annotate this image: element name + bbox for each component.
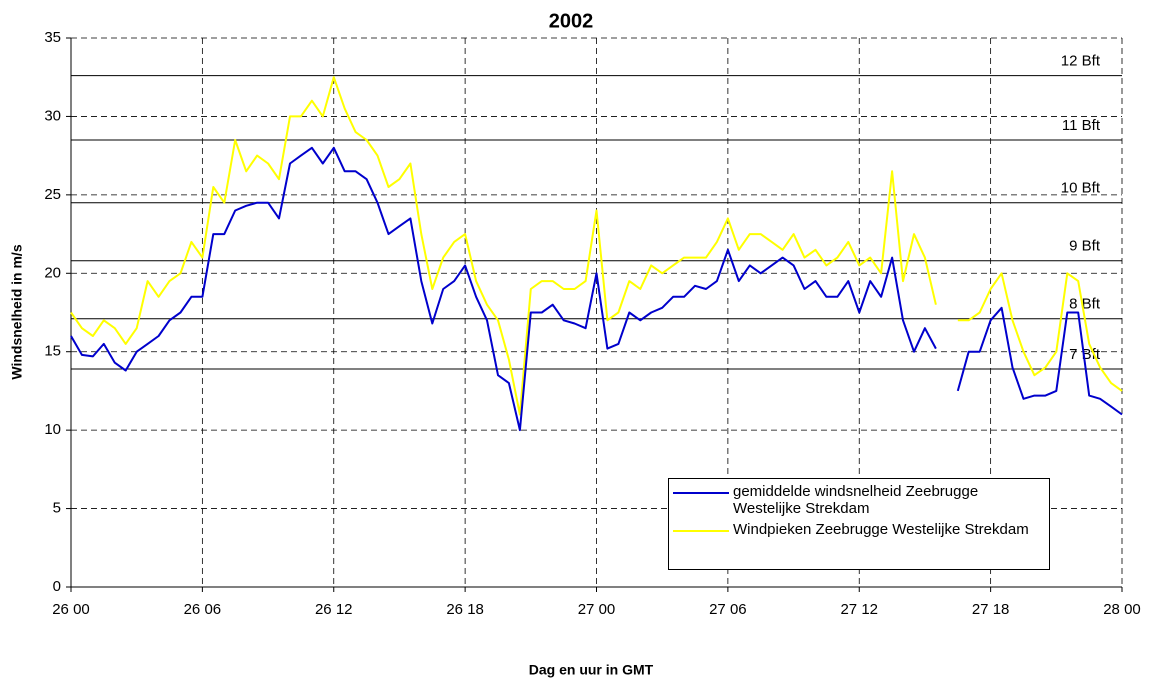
legend-item: gemiddelde windsnelheid Zeebrugge Westel… bbox=[673, 483, 1045, 517]
legend-swatch bbox=[673, 530, 729, 532]
legend-item: Windpieken Zeebrugge Westelijke Strekdam bbox=[673, 521, 1045, 538]
x-tick-label: 27 12 bbox=[840, 601, 878, 618]
y-tick-label: 15 bbox=[44, 343, 61, 360]
y-tick-label: 35 bbox=[44, 29, 61, 46]
x-tick-label: 27 06 bbox=[709, 601, 747, 618]
reference-label: 9 Bft bbox=[1069, 238, 1101, 255]
y-tick-label: 25 bbox=[44, 186, 61, 203]
legend-swatch bbox=[673, 492, 729, 494]
x-axis-title: Dag en uur in GMT bbox=[529, 662, 654, 678]
legend: gemiddelde windsnelheid Zeebrugge Westel… bbox=[668, 478, 1050, 570]
series-line bbox=[70, 76, 1123, 416]
x-tick-label: 28 00 bbox=[1103, 601, 1141, 618]
x-tick-label: 27 00 bbox=[578, 601, 616, 618]
y-axis-title: Windsnelheid in m/s bbox=[9, 244, 25, 379]
reference-label: 8 Bft bbox=[1069, 296, 1101, 313]
x-tick-label: 26 12 bbox=[315, 601, 353, 618]
y-tick-label: 5 bbox=[53, 500, 61, 517]
y-tick-label: 0 bbox=[53, 578, 61, 595]
x-tick-label: 26 06 bbox=[184, 601, 222, 618]
reference-label: 12 Bft bbox=[1061, 53, 1101, 70]
y-tick-label: 20 bbox=[44, 264, 61, 281]
legend-label: Windpieken Zeebrugge Westelijke Strekdam bbox=[733, 521, 1029, 538]
x-tick-label: 27 18 bbox=[972, 601, 1010, 618]
reference-label: 10 Bft bbox=[1061, 180, 1101, 197]
x-tick-label: 26 00 bbox=[52, 601, 90, 618]
y-tick-label: 10 bbox=[44, 421, 61, 438]
reference-label: 11 Bft bbox=[1062, 117, 1101, 134]
x-tick-label: 26 18 bbox=[446, 601, 484, 618]
y-tick-label: 30 bbox=[44, 107, 61, 124]
chart-title: 2002 bbox=[549, 10, 594, 32]
series-line bbox=[70, 146, 1123, 432]
legend-label: gemiddelde windsnelheid Zeebrugge Westel… bbox=[733, 483, 979, 517]
